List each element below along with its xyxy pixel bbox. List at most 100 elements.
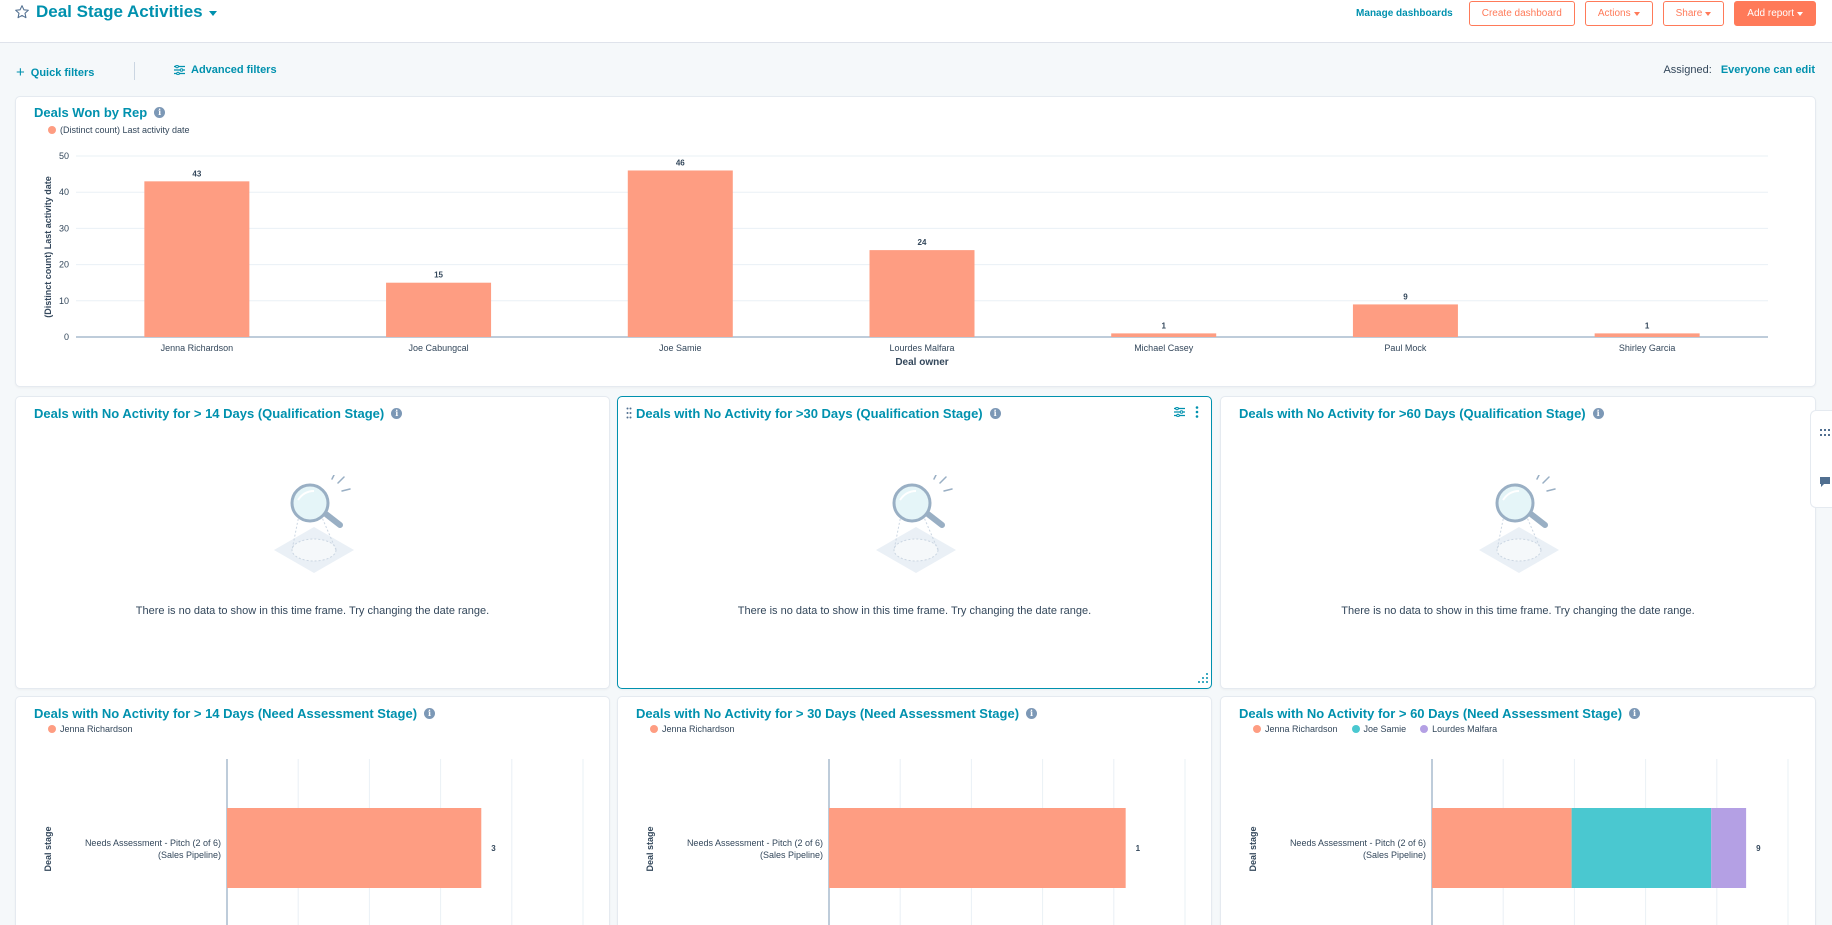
bar	[627, 170, 733, 337]
info-icon[interactable]: i	[989, 408, 1001, 419]
y-tick-label: Needs Assessment - Pitch (2 of 6)	[85, 838, 221, 848]
report-card-no-activity-14-qualification[interactable]: Deals with No Activity for > 14 Days (Qu…	[15, 396, 610, 689]
more-options-icon[interactable]	[1195, 406, 1199, 418]
report-title[interactable]: Deals with No Activity for > 60 Days (Ne…	[1239, 706, 1641, 721]
na60-stacked-bar-chart: 9 Needs Assessment - Pitch (2 of 6) (Sales…	[1248, 759, 1789, 925]
divider	[134, 62, 135, 80]
legend-item: (Distinct count) Last activity date	[48, 125, 190, 135]
report-title[interactable]: Deals with No Activity for >60 Days (Qua…	[1239, 406, 1604, 421]
actions-button[interactable]: Actions	[1584, 1, 1653, 26]
bar	[1111, 333, 1217, 337]
apps-grid-icon[interactable]	[1820, 429, 1830, 437]
right-side-rail	[1810, 410, 1832, 508]
legend-swatch	[48, 126, 56, 134]
data-label: 24	[918, 238, 927, 247]
info-icon[interactable]: i	[1592, 408, 1604, 419]
report-title[interactable]: Deals with No Activity for > 14 Days (Ne…	[34, 706, 436, 721]
info-icon[interactable]: i	[1026, 708, 1038, 719]
x-tick-label: Joe Cabungcal	[409, 343, 469, 353]
legend-item: Lourdes Malfara	[1420, 724, 1497, 734]
info-icon[interactable]: i	[424, 708, 436, 719]
report-card-no-activity-14-need-assessment[interactable]: Deals with No Activity for > 14 Days (Ne…	[15, 696, 610, 925]
report-title[interactable]: Deals Won by Rep i	[34, 105, 166, 120]
legend-label: Jenna Richardson	[1265, 724, 1338, 734]
illustration-sparkle	[331, 475, 351, 492]
manage-dashboards-link[interactable]: Manage dashboards	[1356, 8, 1453, 19]
report-card-deals-won-by-rep[interactable]: Deals Won by Rep i (Distinct count) Last…	[15, 96, 1816, 387]
y-tick-label: Needs Assessment - Pitch (2 of 6)	[687, 838, 823, 848]
report-card-no-activity-60-qualification[interactable]: Deals with No Activity for >60 Days (Qua…	[1220, 396, 1816, 689]
y-axis-title: Deal stage	[1248, 826, 1258, 871]
bar-segment	[1571, 808, 1712, 888]
report-title[interactable]: Deals with No Activity for > 14 Days (Qu…	[34, 406, 403, 421]
legend-item: Jenna Richardson	[1253, 724, 1338, 734]
filter-sliders-icon[interactable]	[1174, 407, 1185, 417]
report-title-text: Deals with No Activity for > 14 Days (Qu…	[34, 406, 385, 421]
bar	[869, 250, 975, 337]
legend-label: Jenna Richardson	[662, 724, 735, 734]
report-card-no-activity-30-qualification[interactable]: Deals with No Activity for >30 Days (Qua…	[617, 396, 1212, 689]
x-tick-label: Jenna Richardson	[161, 343, 234, 353]
illustration-spot	[1496, 538, 1542, 562]
legend-label: Jenna Richardson	[60, 724, 133, 734]
quick-filters-button[interactable]: + Quick filters	[16, 64, 94, 81]
chevron-down-icon	[1797, 11, 1803, 16]
empty-state-message: There is no data to show in this time fr…	[737, 605, 1092, 617]
empty-state-message: There is no data to show in this time fr…	[1341, 605, 1695, 617]
data-label: 9	[1756, 844, 1761, 853]
data-label: 15	[434, 271, 443, 280]
report-title-text: Deals with No Activity for > 14 Days (Ne…	[34, 706, 418, 721]
deals-won-bar-chart: 0 10 20 30 40 50 43 Jenna Richardson 15 Joe Cabun…	[43, 151, 1768, 368]
add-report-button[interactable]: Add report	[1734, 1, 1816, 26]
report-card-no-activity-30-need-assessment[interactable]: Deals with No Activity for > 30 Days (Ne…	[617, 696, 1212, 925]
advanced-filters-button[interactable]: Advanced filters	[174, 64, 277, 76]
na30-bar-chart: 1 Needs Assessment - Pitch (2 of 6) (Sales…	[645, 759, 1186, 925]
create-dashboard-button[interactable]: Create dashboard	[1468, 1, 1575, 26]
legend-swatch	[1420, 725, 1429, 733]
create-dashboard-label: Create dashboard	[1481, 8, 1562, 19]
empty-state-magnifier-icon	[274, 475, 354, 573]
x-tick-label: Paul Mock	[1384, 343, 1427, 353]
data-label: 1	[1136, 844, 1141, 853]
report-title-text: Deals with No Activity for > 60 Days (Ne…	[1239, 706, 1623, 721]
info-icon[interactable]: i	[1629, 708, 1641, 719]
illustration-sparkle	[933, 475, 953, 492]
legend-label: (Distinct count) Last activity date	[60, 125, 190, 135]
illustration-glare	[1502, 490, 1520, 501]
star-icon[interactable]	[14, 4, 30, 20]
report-title-text: Deals with No Activity for > 30 Days (Ne…	[636, 706, 1020, 721]
y-tick-label: Needs Assessment - Pitch (2 of 6)	[1290, 838, 1426, 848]
data-label: 1	[1645, 321, 1650, 330]
legend-label: Lourdes Malfara	[1432, 724, 1498, 734]
chevron-down-icon[interactable]	[208, 10, 217, 16]
report-card-no-activity-60-need-assessment[interactable]: Deals with No Activity for > 60 Days (Ne…	[1220, 696, 1816, 925]
x-tick-label: Joe Samie	[659, 343, 702, 353]
data-label: 46	[676, 158, 685, 167]
bar	[1352, 304, 1458, 337]
report-title[interactable]: Deals with No Activity for > 30 Days (Ne…	[636, 706, 1038, 721]
drag-handle-icon[interactable]	[626, 407, 632, 419]
illustration-glare	[899, 490, 917, 501]
legend-swatch	[1351, 725, 1360, 733]
legend-swatch	[650, 725, 658, 733]
info-icon[interactable]: i	[154, 107, 166, 118]
report-title-text: Deals Won by Rep	[34, 105, 148, 120]
dashboard-title[interactable]: Deal Stage Activities	[36, 2, 203, 21]
resize-handle-icon[interactable]	[1195, 672, 1209, 686]
assigned-label: Assigned:	[1663, 64, 1712, 76]
share-button[interactable]: Share	[1662, 1, 1725, 26]
chat-icon[interactable]	[1820, 477, 1830, 487]
y-axis-title: Deal stage	[645, 826, 655, 871]
legend-label: Joe Samie	[1363, 724, 1407, 734]
chart-legend: (Distinct count) Last activity date	[48, 125, 190, 135]
advanced-filters-label: Advanced filters	[191, 64, 277, 76]
bar-segment	[829, 808, 1126, 888]
bar-segment	[1711, 808, 1747, 888]
assigned-value-link[interactable]: Everyone can edit	[1720, 64, 1815, 76]
report-title[interactable]: Deals with No Activity for >30 Days (Qua…	[636, 406, 1001, 421]
chart-legend: Jenna Richardson Joe Samie Lourdes Malfa…	[1253, 724, 1497, 734]
info-icon[interactable]: i	[391, 408, 403, 419]
share-label: Share	[1675, 8, 1703, 19]
quick-filters-label: Quick filters	[30, 66, 95, 79]
bar-segment	[1432, 808, 1572, 888]
